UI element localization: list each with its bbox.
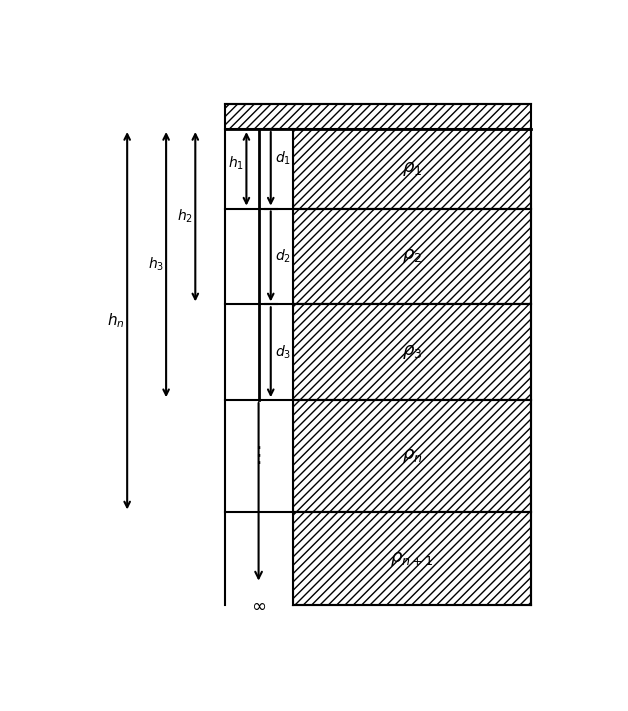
Text: $\rho_2$: $\rho_2$ [402, 247, 422, 265]
Bar [225, 129, 293, 606]
Bar [225, 105, 531, 129]
Bar [293, 400, 531, 513]
Text: $\rho_1$: $\rho_1$ [402, 160, 422, 178]
Text: $h_2$: $h_2$ [177, 208, 193, 225]
Text: $\rho_{n+1}$: $\rho_{n+1}$ [390, 550, 434, 568]
Bar [293, 129, 531, 208]
Text: $\rho_n$: $\rho_n$ [402, 447, 422, 465]
Text: $d_3$: $d_3$ [274, 343, 291, 361]
Text: $h_n$: $h_n$ [107, 311, 125, 330]
Text: ⋮: ⋮ [247, 447, 269, 466]
Text: $\rho_3$: $\rho_3$ [402, 343, 422, 361]
Text: $d_1$: $d_1$ [274, 149, 291, 166]
Text: $\infty$: $\infty$ [251, 597, 266, 615]
Text: $h_1$: $h_1$ [228, 154, 244, 172]
Bar [293, 513, 531, 606]
Text: $h_3$: $h_3$ [148, 256, 164, 273]
Bar [293, 208, 531, 304]
Bar [293, 304, 531, 400]
Text: $d_2$: $d_2$ [274, 247, 291, 265]
